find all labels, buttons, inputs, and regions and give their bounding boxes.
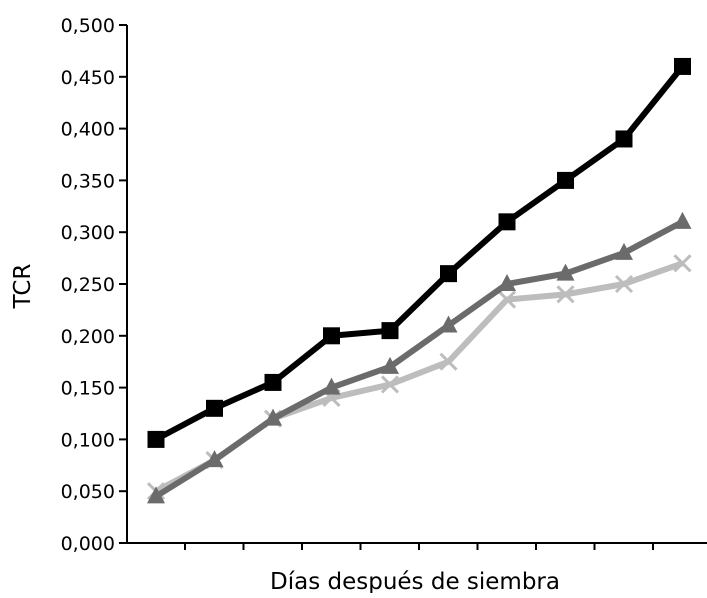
data-point-square — [323, 327, 340, 345]
data-point-triangle — [264, 408, 282, 426]
axes: 0,000 0,050 0,100 0,150 0,200 0,250 0,300 0,350… — [61, 15, 707, 555]
y-tick-label: 0,150 — [61, 378, 115, 400]
series-line-triangle — [154, 219, 684, 499]
data-point-x — [614, 274, 634, 294]
data-point-x-stroke — [380, 375, 400, 394]
data-point-triangle — [498, 274, 516, 291]
series-line-square — [154, 64, 685, 443]
data-point-square — [440, 265, 457, 283]
x-axis-title: Días después de siembra — [270, 569, 560, 593]
data-point-x — [556, 285, 575, 304]
y-tick-label: 0,500 — [61, 15, 115, 37]
data-point-triangle — [439, 315, 458, 333]
data-point-x — [497, 290, 517, 309]
data-point-triangle — [322, 377, 341, 395]
y-tick-label: 0,300 — [61, 222, 115, 244]
data-point-triangle — [556, 263, 575, 281]
data-point-x-stroke — [497, 290, 517, 309]
data-point-x — [380, 375, 400, 394]
y-tick-label: 0,050 — [61, 481, 115, 503]
y-tick-label: 0,100 — [61, 429, 115, 451]
data-point-triangle — [615, 242, 633, 260]
series-layer — [146, 57, 692, 504]
y-tick-label: 0,400 — [61, 119, 115, 141]
data-point-x — [439, 352, 458, 371]
data-point-square — [498, 213, 516, 231]
data-point-triangle — [381, 356, 399, 374]
data-point-square — [615, 130, 633, 148]
data-point-triangle — [147, 486, 165, 504]
y-tick-label: 0,000 — [61, 533, 115, 555]
data-point-square — [674, 57, 691, 75]
y-tick-label: 0,200 — [61, 326, 115, 348]
data-point-square — [147, 430, 165, 448]
data-point-x-stroke — [556, 285, 575, 304]
series-line-x — [154, 260, 684, 494]
data-point-x — [673, 254, 692, 273]
data-point-square — [206, 399, 223, 417]
y-axis-title: TCR — [10, 264, 36, 310]
data-point-x-stroke — [439, 352, 458, 371]
data-point-square — [381, 322, 399, 340]
y-tick-label: 0,450 — [61, 67, 115, 89]
data-point-x-stroke — [614, 274, 634, 294]
data-point-triangle — [205, 450, 224, 468]
data-point-square — [557, 171, 574, 189]
y-tick-label: 0,350 — [61, 170, 115, 192]
data-point-x-stroke — [673, 254, 692, 273]
data-point-square — [264, 373, 282, 391]
data-point-triangle — [673, 211, 692, 229]
y-tick-label: 0,250 — [61, 274, 115, 296]
